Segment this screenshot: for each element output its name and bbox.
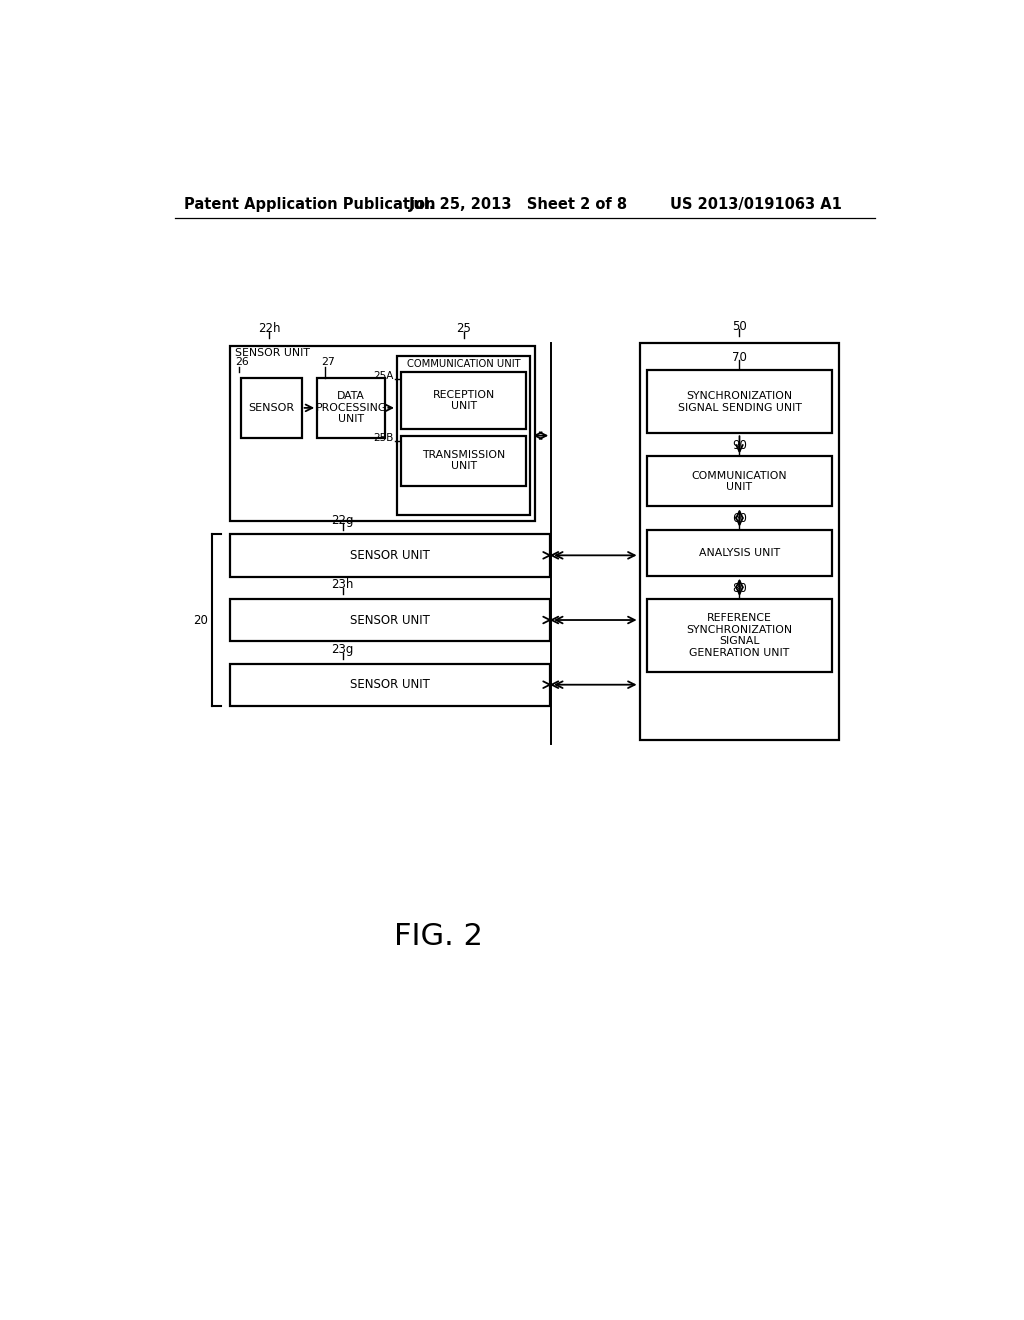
Text: 23h: 23h bbox=[332, 578, 354, 591]
Bar bbox=[647, 457, 831, 507]
Text: Patent Application Publication: Patent Application Publication bbox=[183, 197, 435, 213]
Text: SYNCHRONIZATION
SIGNAL SENDING UNIT: SYNCHRONIZATION SIGNAL SENDING UNIT bbox=[678, 391, 802, 413]
Text: 25B: 25B bbox=[374, 433, 394, 444]
Text: FIG. 2: FIG. 2 bbox=[393, 921, 482, 950]
Text: SENSOR UNIT: SENSOR UNIT bbox=[350, 549, 430, 562]
Text: REFERENCE
SYNCHRONIZATION
SIGNAL
GENERATION UNIT: REFERENCE SYNCHRONIZATION SIGNAL GENERAT… bbox=[686, 612, 793, 657]
Text: TRANSMISSION
UNIT: TRANSMISSION UNIT bbox=[422, 450, 505, 471]
Text: 25A: 25A bbox=[374, 371, 394, 381]
Text: DATA
PROCESSING
UNIT: DATA PROCESSING UNIT bbox=[315, 391, 387, 425]
Text: 80: 80 bbox=[732, 582, 746, 594]
Bar bbox=[400, 436, 526, 486]
Text: COMMUNICATION UNIT: COMMUNICATION UNIT bbox=[407, 359, 520, 370]
Text: COMMUNICATION
UNIT: COMMUNICATION UNIT bbox=[691, 471, 787, 492]
Bar bbox=[647, 599, 831, 672]
Text: SENSOR UNIT: SENSOR UNIT bbox=[350, 614, 430, 627]
Text: ANALYSIS UNIT: ANALYSIS UNIT bbox=[699, 548, 780, 557]
Text: US 2013/0191063 A1: US 2013/0191063 A1 bbox=[671, 197, 843, 213]
Bar bbox=[241, 378, 302, 438]
Text: RECEPTION
UNIT: RECEPTION UNIT bbox=[432, 389, 495, 412]
Text: 20: 20 bbox=[193, 614, 208, 627]
Bar bbox=[397, 356, 530, 515]
Text: 60: 60 bbox=[732, 512, 746, 525]
Text: SENSOR UNIT: SENSOR UNIT bbox=[234, 348, 310, 358]
Text: 25: 25 bbox=[456, 322, 471, 335]
Text: 50: 50 bbox=[732, 319, 746, 333]
Text: 22g: 22g bbox=[332, 513, 354, 527]
Bar bbox=[400, 372, 526, 429]
Bar bbox=[230, 664, 550, 706]
Bar bbox=[230, 599, 550, 642]
Text: SENSOR: SENSOR bbox=[248, 403, 295, 413]
Text: 90: 90 bbox=[732, 440, 746, 453]
Bar bbox=[230, 346, 535, 521]
Bar bbox=[230, 535, 550, 577]
Text: Jul. 25, 2013   Sheet 2 of 8: Jul. 25, 2013 Sheet 2 of 8 bbox=[409, 197, 628, 213]
Bar bbox=[647, 529, 831, 576]
Text: 70: 70 bbox=[732, 351, 746, 363]
Text: 22h: 22h bbox=[258, 322, 281, 335]
Text: 26: 26 bbox=[234, 358, 249, 367]
Text: 27: 27 bbox=[321, 358, 335, 367]
Bar bbox=[317, 378, 385, 438]
Text: 23g: 23g bbox=[332, 643, 354, 656]
Text: SENSOR UNIT: SENSOR UNIT bbox=[350, 678, 430, 692]
Bar bbox=[640, 343, 840, 739]
Bar bbox=[647, 370, 831, 433]
